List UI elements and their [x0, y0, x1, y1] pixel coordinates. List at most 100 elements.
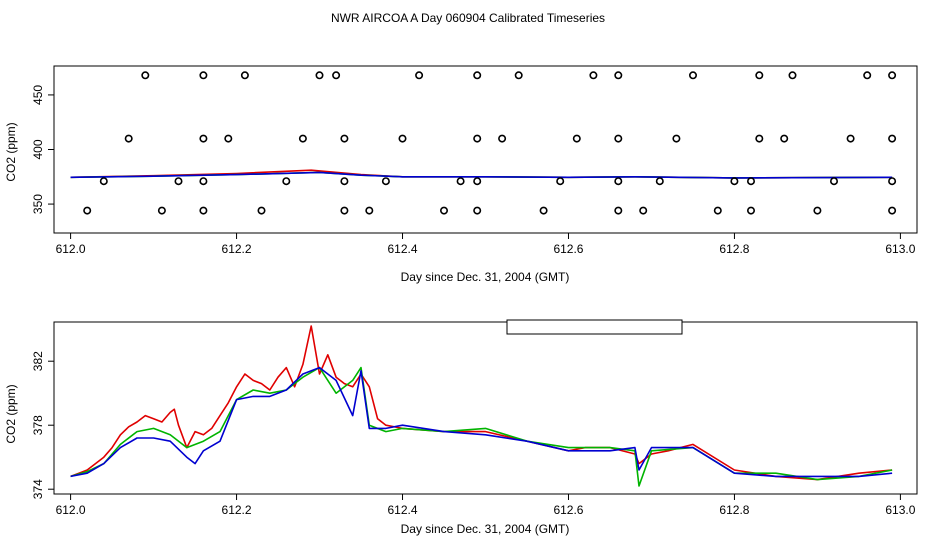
top-x-tick-label: 612.6 — [553, 242, 583, 256]
scatter-point — [888, 134, 897, 143]
scatter-point — [415, 71, 424, 80]
scatter-point — [141, 71, 150, 80]
scatter-point — [539, 206, 548, 215]
bottom-x-tick-label: 612.2 — [222, 503, 252, 517]
top-x-axis-label: Day since Dec. 31, 2004 (GMT) — [401, 270, 570, 284]
scatter-point — [473, 71, 482, 80]
scatter-point — [746, 177, 755, 186]
bottom-x-tick-label: 612.0 — [56, 503, 86, 517]
scatter-point — [614, 134, 623, 143]
scatter-point — [614, 206, 623, 215]
scatter-point — [298, 134, 307, 143]
scatter-point — [655, 177, 664, 186]
top-y-axis-label: CO2 (ppm) — [4, 122, 18, 181]
chart-title: NWR AIRCOA A Day 060904 Calibrated Times… — [331, 11, 605, 25]
top-y-axis: 350 400 450 — [31, 85, 54, 214]
scatter-point — [199, 206, 208, 215]
bottom-x-tick-label: 612.6 — [553, 503, 583, 517]
scatter-point — [614, 71, 623, 80]
scatter-point — [639, 206, 648, 215]
scatter-point — [199, 71, 208, 80]
top-plot-frame — [53, 65, 918, 234]
scatter-point — [199, 177, 208, 186]
scatter-point — [83, 206, 92, 215]
scatter-point — [340, 177, 349, 186]
legend-box — [506, 319, 683, 335]
scatter-point — [340, 206, 349, 215]
top-y-tick-label: 450 — [31, 85, 45, 105]
scatter-point — [315, 71, 324, 80]
scatter-point — [788, 71, 797, 80]
scatter-point — [589, 71, 598, 80]
scatter-point — [514, 71, 523, 80]
bottom-series-lines — [70, 325, 893, 487]
scatter-point — [257, 206, 266, 215]
top-x-tick-label: 612.0 — [56, 242, 86, 256]
scatter-point — [473, 134, 482, 143]
scatter-point — [124, 134, 133, 143]
scatter-point — [688, 71, 697, 80]
bottom-y-axis: 374 378 382 — [31, 351, 54, 499]
scatter-point — [365, 206, 374, 215]
scatter-point — [332, 71, 341, 80]
scatter-point — [224, 134, 233, 143]
bottom-y-tick-label: 382 — [31, 351, 45, 371]
scatter-point — [755, 71, 764, 80]
bottom-x-axis: 612.0 612.2 612.4 612.6 612.8 613.0 — [56, 494, 916, 517]
top-y-tick-label: 400 — [31, 139, 45, 159]
bottom-y-axis-label: CO2 (ppm) — [4, 384, 18, 443]
bottom-x-tick-label: 613.0 — [885, 503, 915, 517]
top-series-lines — [70, 169, 893, 179]
scatter-point — [888, 71, 897, 80]
bottom-panel: 612.0 612.2 612.4 612.6 612.8 613.0 374 378 382… — [4, 319, 918, 536]
bottom-x-tick-label: 612.8 — [719, 503, 749, 517]
bottom-x-tick-label: 612.4 — [388, 503, 418, 517]
top-x-tick-label: 612.2 — [222, 242, 252, 256]
top-x-tick-label: 612.4 — [388, 242, 418, 256]
bottom-y-tick-label: 378 — [31, 415, 45, 435]
bottom-series-blue — [70, 366, 893, 478]
top-series-blue — [70, 171, 893, 179]
scatter-point — [240, 71, 249, 80]
scatter-point — [813, 206, 822, 215]
bottom-x-axis-label: Day since Dec. 31, 2004 (GMT) — [401, 522, 570, 536]
scatter-point — [888, 206, 897, 215]
scatter-point — [473, 206, 482, 215]
scatter-point — [863, 71, 872, 80]
scatter-point — [614, 177, 623, 186]
bottom-plot-frame — [53, 321, 918, 495]
scatter-point — [340, 134, 349, 143]
scatter-point — [846, 134, 855, 143]
scatter-point — [282, 177, 291, 186]
scatter-point — [498, 134, 507, 143]
scatter-point — [99, 177, 108, 186]
scatter-point — [755, 134, 764, 143]
top-x-tick-label: 613.0 — [885, 242, 915, 256]
scatter-point — [398, 134, 407, 143]
scatter-point — [439, 206, 448, 215]
scatter-point — [556, 177, 565, 186]
top-x-tick-label: 612.8 — [719, 242, 749, 256]
scatter-point — [174, 177, 183, 186]
scatter-point — [473, 177, 482, 186]
scatter-point — [888, 177, 897, 186]
bottom-series-green — [70, 366, 893, 487]
scatter-point — [456, 177, 465, 186]
top-scatter-points — [83, 71, 897, 215]
bottom-series-red — [70, 325, 893, 481]
top-panel: 612.0 612.2 612.4 612.6 612.8 613.0 350 400 450… — [4, 65, 918, 284]
scatter-point — [829, 177, 838, 186]
scatter-point — [672, 134, 681, 143]
bottom-y-tick-label: 374 — [31, 479, 45, 499]
scatter-point — [157, 206, 166, 215]
scatter-point — [780, 134, 789, 143]
top-y-tick-label: 350 — [31, 194, 45, 214]
scatter-point — [199, 134, 208, 143]
scatter-point — [746, 206, 755, 215]
scatter-point — [730, 177, 739, 186]
scatter-point — [572, 134, 581, 143]
scatter-point — [381, 177, 390, 186]
scatter-point — [713, 206, 722, 215]
top-x-axis: 612.0 612.2 612.4 612.6 612.8 613.0 — [56, 233, 916, 256]
